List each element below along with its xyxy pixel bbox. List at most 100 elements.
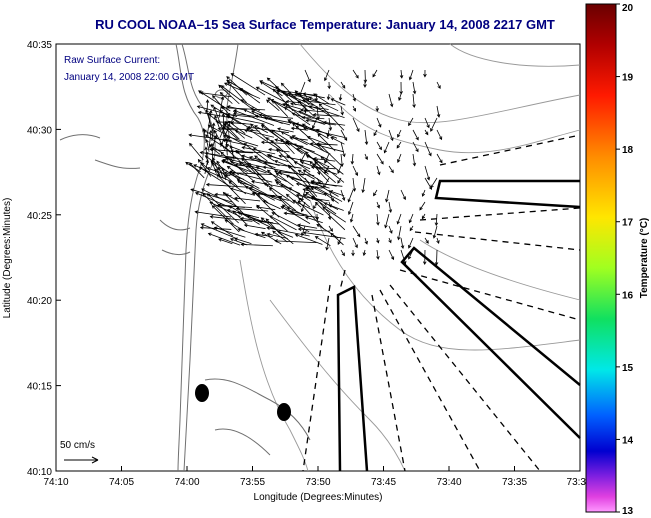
current-vector	[305, 185, 323, 189]
current-vector	[212, 157, 221, 176]
current-vector	[190, 188, 232, 203]
current-vector	[324, 69, 330, 82]
temperature-colorbar: 20 19 18 17 16 15 14 13 Temperature (°C)	[585, 3, 650, 517]
current-vector	[271, 212, 310, 233]
current-vector	[234, 196, 261, 202]
current-vector	[252, 147, 275, 162]
current-vector	[256, 204, 288, 232]
current-vector	[211, 205, 240, 233]
x-tick-label: 73:45	[371, 477, 396, 488]
current-vector	[430, 117, 438, 132]
current-vector	[376, 237, 380, 244]
y-tick-label: 40:35	[27, 40, 52, 51]
current-vector	[280, 131, 308, 146]
current-vector	[352, 117, 360, 133]
current-vector	[234, 129, 253, 139]
current-vector	[388, 225, 393, 234]
current-vector	[300, 108, 324, 113]
current-vector	[388, 201, 393, 214]
current-vector	[436, 237, 440, 244]
current-vector	[396, 213, 402, 225]
current-vector	[297, 223, 318, 229]
x-tick-label: 73:35	[502, 477, 527, 488]
buoy-marker	[277, 403, 291, 421]
colorbar-tick-label: 13	[622, 506, 634, 517]
current-vector	[300, 153, 306, 163]
current-vector	[424, 129, 429, 136]
current-vector	[376, 201, 381, 209]
current-vector	[398, 93, 402, 101]
current-vector	[412, 141, 419, 153]
current-vector	[388, 249, 395, 261]
current-vector	[208, 144, 223, 154]
current-vector	[209, 201, 241, 218]
current-vector	[436, 105, 441, 118]
current-vector	[396, 141, 402, 149]
current-vector	[213, 106, 223, 129]
buoy-marker	[195, 384, 209, 402]
current-vector	[275, 181, 303, 201]
current-vector	[250, 123, 268, 141]
current-vector	[263, 182, 295, 204]
overlay-line-1: Raw Surface Current:	[64, 55, 160, 66]
current-vector	[198, 166, 231, 188]
current-vector	[324, 153, 330, 164]
current-vector	[400, 237, 405, 250]
colorbar-tick-label: 18	[622, 145, 634, 156]
current-vector	[229, 160, 267, 174]
y-axis: 40:35 40:30 40:25 40:20 40:15 40:10 Latitude …	[2, 40, 61, 478]
current-vector	[289, 176, 330, 189]
current-vector	[205, 99, 210, 111]
x-tick-label: 73:55	[240, 477, 265, 488]
current-vector	[240, 242, 273, 247]
current-vector	[236, 179, 269, 204]
current-vector	[297, 169, 315, 180]
x-axis: 74:10 74:05 74:00 73:55 73:50 73:45 73:40 73:35…	[43, 466, 586, 503]
current-vector	[347, 201, 354, 216]
current-vector	[373, 129, 378, 137]
current-vector	[300, 201, 306, 213]
current-vector	[206, 109, 213, 135]
x-tick-label: 74:00	[174, 477, 199, 488]
current-vector	[311, 117, 318, 130]
current-vector	[384, 213, 390, 229]
colorbar-tick-label: 14	[622, 435, 634, 446]
current-vector	[364, 153, 369, 161]
radar-range-line	[419, 207, 581, 221]
current-vector	[436, 129, 443, 141]
current-vector	[385, 189, 390, 203]
current-vector	[224, 219, 245, 232]
bathy-contour	[449, 43, 581, 67]
current-vector	[388, 237, 392, 244]
coastline-shore	[175, 43, 205, 472]
current-vector	[185, 161, 201, 173]
current-vector	[340, 105, 344, 116]
current-vector	[243, 223, 266, 230]
current-vector	[206, 193, 239, 224]
current-vector	[306, 136, 331, 146]
current-vector	[218, 96, 225, 118]
current-vector	[272, 230, 288, 243]
current-vector	[434, 213, 439, 227]
coastline-shore	[94, 159, 141, 169]
current-vector	[205, 182, 247, 188]
current-vector	[221, 159, 260, 176]
current-vector	[189, 142, 204, 161]
current-vector	[409, 225, 414, 232]
current-vector	[260, 231, 282, 245]
bathy-contour	[269, 299, 406, 472]
y-tick-label: 40:15	[27, 382, 52, 393]
figure-title: RU COOL NOAA–15 Sea Surface Temperature:…	[95, 17, 555, 32]
x-tick-label: 73:50	[305, 477, 330, 488]
current-vector	[424, 165, 431, 181]
current-vector	[230, 108, 237, 124]
island-outline	[214, 89, 229, 99]
current-vector	[226, 79, 253, 96]
current-vector	[364, 237, 368, 245]
current-vector	[295, 125, 325, 152]
y-tick-label: 40:25	[27, 211, 52, 222]
current-vector	[302, 231, 346, 239]
current-vector	[408, 213, 414, 224]
current-vector	[375, 105, 379, 112]
current-vector	[222, 191, 246, 216]
